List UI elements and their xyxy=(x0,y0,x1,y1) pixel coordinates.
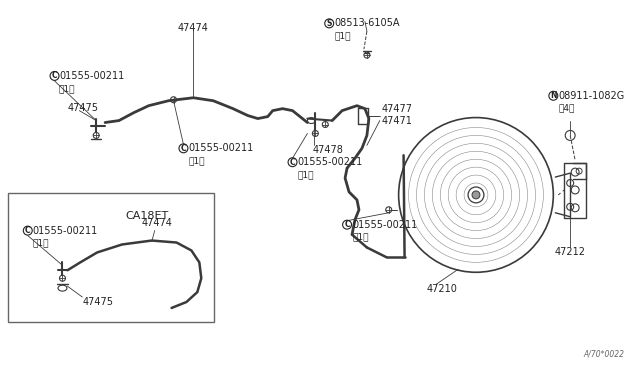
Text: C: C xyxy=(52,71,58,80)
Text: 01555-00211: 01555-00211 xyxy=(352,220,417,230)
Text: 47477: 47477 xyxy=(382,104,413,114)
Text: 47474: 47474 xyxy=(142,218,173,228)
Text: 01555-00211: 01555-00211 xyxy=(60,71,125,81)
Bar xyxy=(8,193,214,322)
Text: 〈1〉: 〈1〉 xyxy=(33,238,49,247)
Text: 〈1〉: 〈1〉 xyxy=(188,156,205,165)
Text: C: C xyxy=(180,144,186,153)
Text: 01555-00211: 01555-00211 xyxy=(188,143,253,153)
Text: C: C xyxy=(290,158,295,167)
Text: 〈1〉: 〈1〉 xyxy=(352,232,369,241)
Text: 〈1〉: 〈1〉 xyxy=(334,31,351,40)
Text: 01555-00211: 01555-00211 xyxy=(298,157,363,167)
Text: 〈1〉: 〈1〉 xyxy=(298,170,314,179)
Text: 47474: 47474 xyxy=(178,23,209,33)
Text: 08513-6105A: 08513-6105A xyxy=(334,18,399,28)
Text: C: C xyxy=(25,226,31,235)
Text: CA18ET: CA18ET xyxy=(125,211,168,221)
Text: C: C xyxy=(344,220,350,229)
Text: 08911-1082G: 08911-1082G xyxy=(558,91,625,101)
Bar xyxy=(564,163,586,218)
Text: 47475: 47475 xyxy=(67,103,99,113)
Text: 〈1〉: 〈1〉 xyxy=(58,84,75,93)
Text: 〈4〉: 〈4〉 xyxy=(558,104,575,113)
Text: A/70*0022: A/70*0022 xyxy=(584,350,625,359)
Text: 47212: 47212 xyxy=(555,247,586,257)
Text: S: S xyxy=(326,19,332,28)
Text: 47475: 47475 xyxy=(83,297,113,307)
Text: N: N xyxy=(550,91,557,100)
Text: 47478: 47478 xyxy=(312,145,343,155)
Text: 47210: 47210 xyxy=(426,284,457,294)
Circle shape xyxy=(472,191,480,199)
Text: 01555-00211: 01555-00211 xyxy=(33,226,98,235)
Text: 47471: 47471 xyxy=(382,116,413,126)
